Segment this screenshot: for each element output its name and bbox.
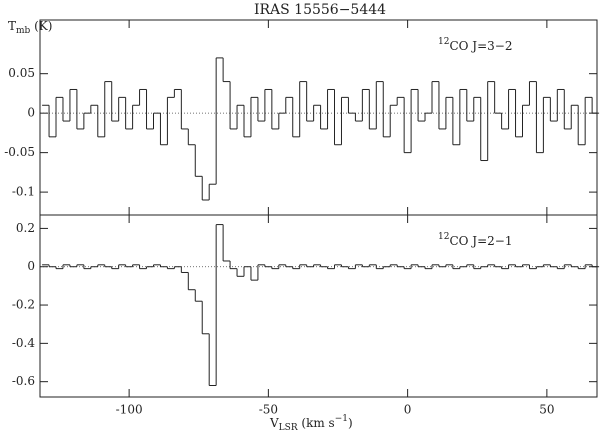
x-label-main: V [269,416,279,430]
y-tick-label: -0.4 [12,336,36,350]
y-axis-label: Tmb (K) [8,19,52,36]
x-tick-label: -50 [259,403,278,417]
x-label-sub: LSR [279,423,298,433]
x-axis-label: VLSR (km s−1) [269,414,353,433]
label-isotope: 12 [438,232,449,242]
y-tick-label: -0.2 [12,298,35,312]
x-label-sup: −1 [335,414,348,424]
panel-frame [39,19,598,216]
label-line: CO J=3−2 [449,39,512,53]
y-label-main: T [8,19,16,33]
panel-label: 12CO J=2−1 [438,232,512,248]
x-tick-label: -100 [116,403,143,417]
y-tick-label: 0 [27,106,35,120]
x-label-close: ) [348,416,353,430]
y-tick-label: 0.05 [8,66,35,80]
y-label-unit: (K) [30,19,52,33]
label-line: CO J=2−1 [449,234,512,248]
x-label-unit: (km s [298,416,335,430]
y-tick-label: 0 [27,259,35,273]
label-isotope: 12 [438,37,449,47]
x-tick-label: 0 [404,403,412,417]
y-tick-label: -0.6 [12,374,35,388]
y-label-sub: mb [16,26,31,36]
panel-label: 12CO J=3−2 [438,37,512,53]
panel-frame [39,214,598,398]
y-tick-label: -0.1 [12,185,35,199]
y-tick-label: 0.2 [16,221,35,235]
x-tick-label: 50 [539,403,554,417]
y-tick-label: -0.05 [4,145,35,159]
chart-title: IRAS 15556−5444 [254,2,386,18]
